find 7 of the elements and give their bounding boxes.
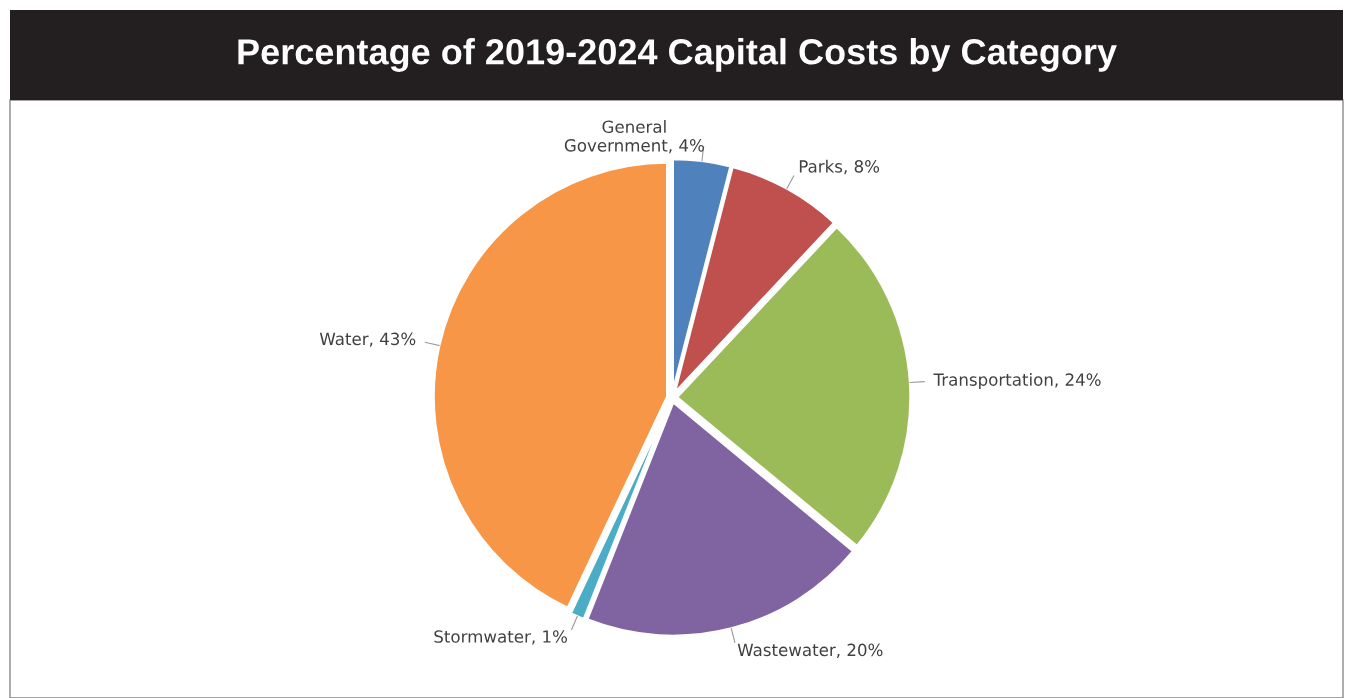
slice-label: Stormwater, 1% bbox=[434, 630, 567, 645]
slice-label: Transportation, 24% bbox=[933, 372, 1101, 390]
slice-label: Parks, 8% bbox=[799, 159, 880, 175]
chart-title: Percentage of 2019-2024 Capital Costs by Category bbox=[238, 38, 1117, 72]
slice-label: Water, 43% bbox=[319, 332, 416, 347]
slice-label: General Government, 4% bbox=[564, 120, 704, 154]
slice-label: Wastewater, 20% bbox=[737, 643, 883, 658]
